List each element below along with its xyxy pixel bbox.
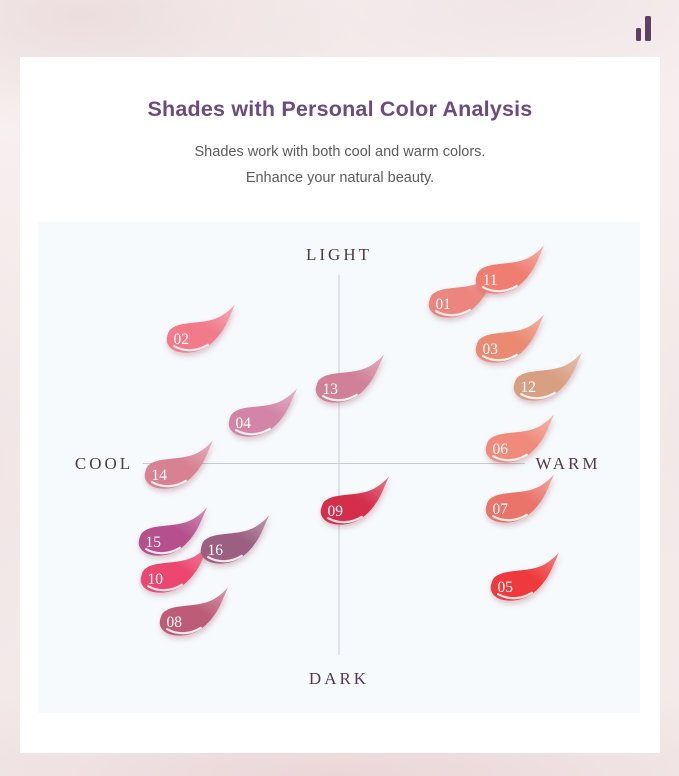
axis-label-light: LIGHT bbox=[306, 245, 372, 264]
shade-swatch-15: 15 bbox=[128, 503, 212, 559]
shade-number: 03 bbox=[482, 341, 498, 358]
lipstick-smear-icon: 13 bbox=[315, 354, 384, 403]
shade-swatch-03: 03 bbox=[465, 310, 549, 366]
smear-shape bbox=[159, 587, 229, 636]
smear-highlight bbox=[321, 393, 358, 402]
shade-swatch-13: 13 bbox=[305, 350, 389, 406]
smear-shape bbox=[144, 440, 213, 489]
shade-swatch-06: 06 bbox=[475, 410, 559, 466]
brand-logo-icon bbox=[635, 13, 657, 45]
shade-swatch-04: 04 bbox=[218, 384, 302, 440]
lipstick-smear-icon: 09 bbox=[320, 476, 390, 525]
smear-shape bbox=[485, 414, 555, 463]
shade-number: 16 bbox=[207, 542, 223, 559]
shade-number: 02 bbox=[174, 331, 189, 348]
shade-swatch-12: 12 bbox=[503, 348, 587, 404]
shade-swatch-09: 09 bbox=[310, 472, 394, 528]
smear-highlight bbox=[173, 343, 210, 352]
smear-highlight bbox=[150, 479, 187, 488]
shade-number: 15 bbox=[145, 534, 161, 551]
smear-shape bbox=[475, 245, 545, 294]
shade-number: 13 bbox=[322, 381, 338, 398]
shade-swatch-08: 08 bbox=[149, 583, 233, 639]
smear-shape bbox=[428, 269, 498, 318]
shade-swatch-07: 07 bbox=[475, 470, 559, 526]
shade-swatch-14: 14 bbox=[134, 436, 218, 492]
smear-shape bbox=[320, 476, 390, 525]
smear-highlight bbox=[147, 583, 184, 592]
smear-highlight bbox=[492, 513, 529, 522]
lipstick-smear-icon: 01 bbox=[428, 269, 498, 318]
shade-swatch-11: 11 bbox=[465, 241, 549, 297]
smear-highlight bbox=[235, 427, 272, 436]
lipstick-smear-icon: 06 bbox=[485, 414, 555, 463]
axis-label-dark: DARK bbox=[308, 669, 370, 688]
lipstick-smear-icon: 02 bbox=[166, 304, 236, 353]
lipstick-smear-icon: 11 bbox=[475, 245, 545, 294]
smear-highlight bbox=[165, 626, 202, 635]
smear-shape bbox=[138, 507, 207, 556]
smear-highlight bbox=[435, 308, 471, 317]
subtitle-line-1: Shades work with both cool and warm colo… bbox=[194, 144, 486, 160]
smear-shape bbox=[475, 314, 545, 363]
shade-number: 14 bbox=[151, 467, 167, 484]
lipstick-smear-icon: 08 bbox=[159, 587, 229, 636]
smear-shape bbox=[485, 474, 555, 523]
lipstick-smear-icon: 14 bbox=[144, 440, 213, 489]
smear-highlight bbox=[519, 391, 556, 400]
lipstick-smear-icon: 03 bbox=[475, 314, 545, 363]
shade-swatch-10: 10 bbox=[130, 540, 214, 596]
lipstick-smear-icon: 16 bbox=[200, 515, 269, 564]
smear-shape bbox=[513, 352, 582, 401]
lipstick-smear-icon: 07 bbox=[485, 474, 555, 523]
smear-highlight bbox=[327, 515, 364, 524]
two-bar-brand-mark-icon bbox=[636, 16, 651, 41]
smear-shape bbox=[200, 515, 269, 564]
lipstick-smear-icon: 10 bbox=[140, 544, 210, 593]
content-card: Shades with Personal Color Analysis Shad… bbox=[20, 57, 660, 753]
lipstick-smear-icon: 04 bbox=[228, 388, 298, 437]
smear-highlight bbox=[206, 554, 243, 563]
smear-highlight bbox=[144, 546, 181, 555]
shade-swatch-01: 01 bbox=[418, 265, 502, 321]
shade-number: 09 bbox=[328, 503, 344, 520]
subtitle-line-2: Enhance your natural beauty. bbox=[245, 170, 435, 186]
shade-swatch-02: 02 bbox=[156, 300, 240, 356]
shade-number: 10 bbox=[148, 571, 164, 588]
axis-line-vertical bbox=[338, 275, 340, 655]
lipstick-smear-icon: 15 bbox=[138, 507, 207, 556]
page-title: Shades with Personal Color Analysis bbox=[147, 97, 533, 121]
axis-label-warm: WARM bbox=[535, 454, 601, 473]
smear-highlight bbox=[492, 453, 529, 462]
smear-highlight bbox=[497, 591, 533, 600]
shade-swatch-16: 16 bbox=[190, 511, 274, 567]
smear-shape bbox=[315, 354, 384, 403]
lipstick-smear-icon: 05 bbox=[490, 552, 560, 601]
lipstick-smear-icon: 12 bbox=[513, 352, 582, 401]
smear-shape bbox=[228, 388, 298, 437]
shade-number: 11 bbox=[483, 272, 498, 289]
smear-highlight bbox=[482, 284, 518, 293]
color-analysis-chart: LIGHT DARK COOL WARM 01 02 03 04 05 06 07 08 09 1… bbox=[38, 222, 640, 713]
smear-shape bbox=[490, 552, 560, 601]
smear-highlight bbox=[482, 353, 518, 362]
axis-label-cool: COOL bbox=[74, 454, 134, 473]
shade-number: 01 bbox=[436, 296, 451, 313]
axis-line-horizontal bbox=[143, 463, 525, 464]
shade-number: 08 bbox=[166, 614, 182, 631]
shade-swatch-05: 05 bbox=[480, 548, 564, 604]
shade-number: 12 bbox=[520, 379, 535, 396]
shade-number: 07 bbox=[493, 501, 509, 518]
smear-shape bbox=[166, 304, 236, 353]
shade-number: 06 bbox=[493, 441, 509, 458]
shade-number: 05 bbox=[498, 579, 514, 596]
shade-number: 04 bbox=[236, 415, 252, 432]
smear-shape bbox=[140, 544, 210, 593]
